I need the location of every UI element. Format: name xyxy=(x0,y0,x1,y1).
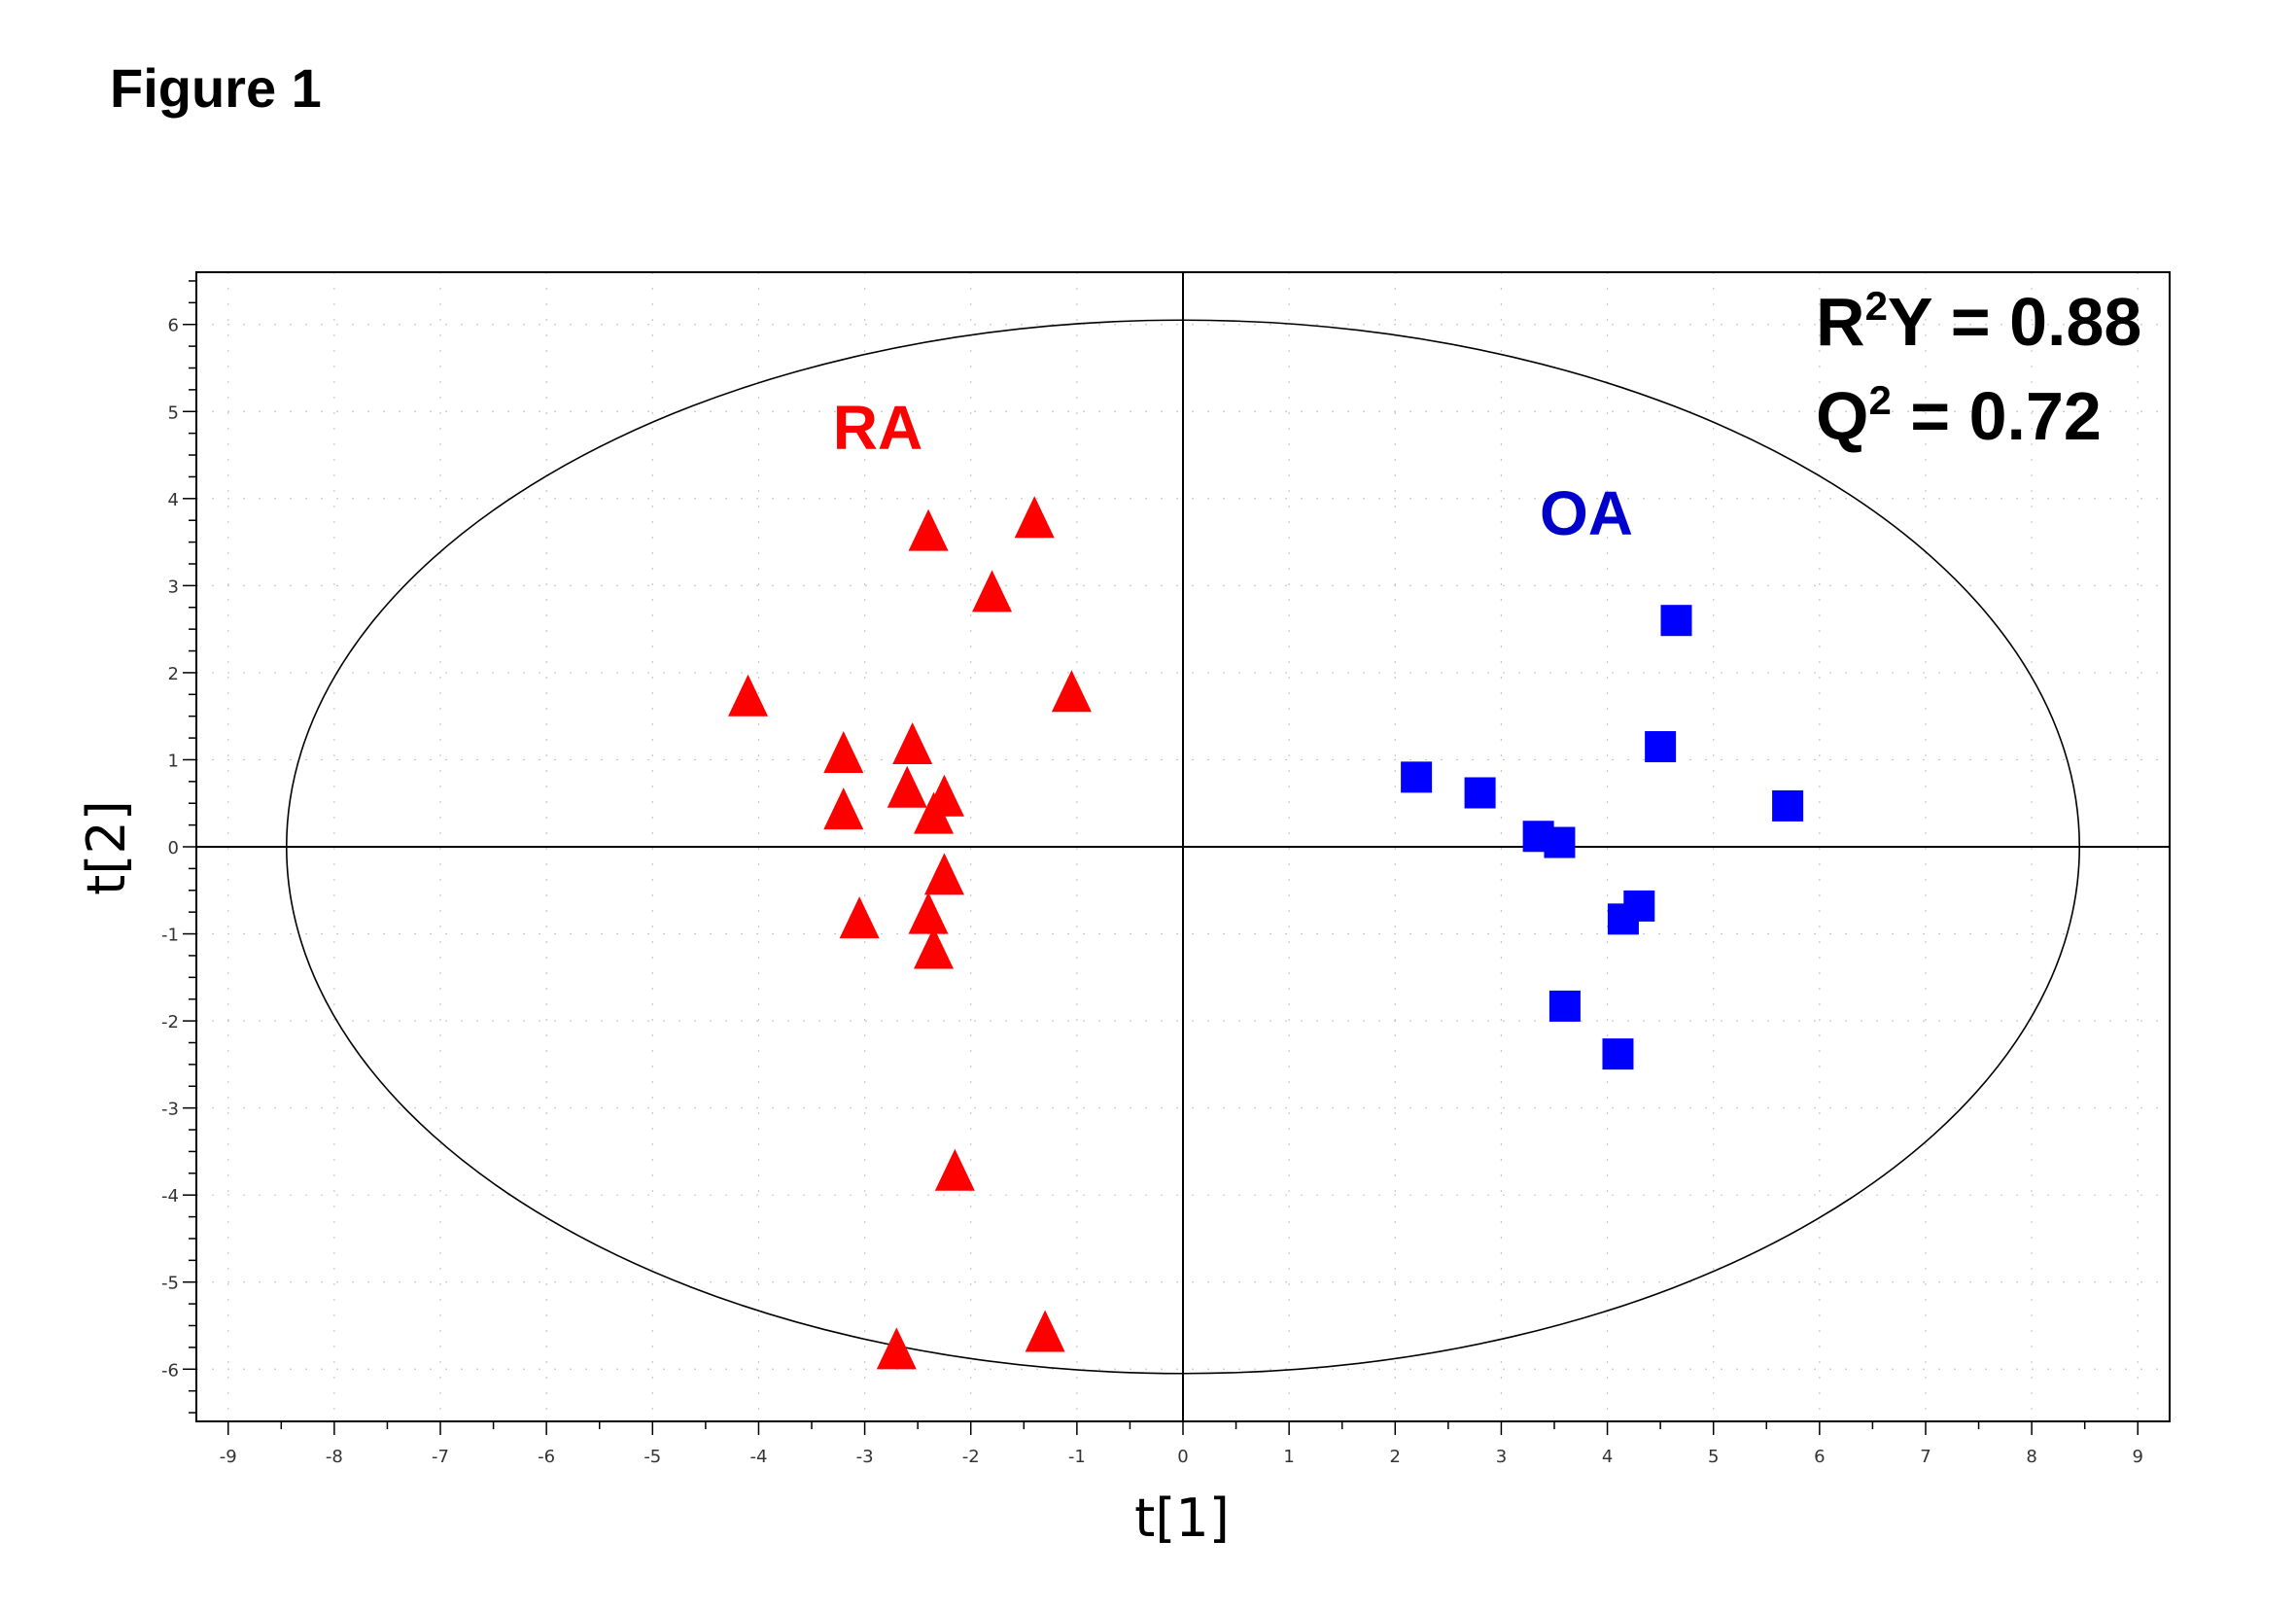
y-tick-label: -3 xyxy=(161,1100,179,1120)
y-tick-label: 0 xyxy=(168,838,179,858)
x-tick-label: 5 xyxy=(1708,1447,1719,1467)
marks-layer xyxy=(728,496,1804,1370)
oa-square-marker xyxy=(1645,731,1677,763)
oa-square-marker xyxy=(1464,777,1496,809)
ra-triangle-marker xyxy=(887,765,927,808)
series-label-ra: RA xyxy=(833,393,922,463)
ra-triangle-marker xyxy=(923,853,964,895)
oa-square-marker xyxy=(1401,761,1433,793)
axis-layer: -9 -8 -7 -6 -5 -4 -3 -2 -1 0 1 2 3 4 5 6 7 8 9 6 5 4 3 2 1 0 -1 -2 -… xyxy=(161,271,2171,1467)
y-tick-label: -5 xyxy=(161,1274,179,1294)
x-tick-label: -3 xyxy=(856,1447,874,1467)
x-tick-label: 1 xyxy=(1283,1447,1294,1467)
oa-square-marker xyxy=(1548,990,1581,1022)
y-tick-label: 2 xyxy=(168,664,179,684)
text-layer: t[1] t[2] RA OA R2Y = 0.88 Q2 = 0.72 xyxy=(76,283,2141,1549)
x-tick-label: -7 xyxy=(432,1447,449,1467)
ra-triangle-marker xyxy=(1051,670,1092,713)
ra-triangle-marker xyxy=(892,722,933,765)
x-tick-label: -8 xyxy=(326,1447,343,1467)
x-tick-label: -5 xyxy=(644,1447,661,1467)
ellipse-layer xyxy=(285,319,2081,1375)
x-tick-label: -6 xyxy=(538,1447,555,1467)
y-tick-label: -6 xyxy=(161,1360,179,1381)
y-axis-title: t[2] xyxy=(76,800,137,895)
x-tick-label: 6 xyxy=(1814,1447,1825,1467)
x-tick-label: 8 xyxy=(2026,1447,2036,1467)
r2y-annotation: R2Y = 0.88 xyxy=(1816,283,2141,360)
y-tick-label: -4 xyxy=(161,1186,179,1207)
ra-triangle-marker xyxy=(823,788,864,830)
ra-triangle-marker xyxy=(728,674,769,717)
y-tick-label: 4 xyxy=(168,490,179,510)
oa-square-marker xyxy=(1660,605,1692,637)
x-tick-label: -2 xyxy=(962,1447,980,1467)
oa-square-marker xyxy=(1544,826,1576,858)
oa-square-marker xyxy=(1607,903,1639,935)
x-tick-label: 7 xyxy=(1920,1447,1931,1467)
ra-triangle-marker xyxy=(972,570,1013,612)
ra-triangle-marker xyxy=(876,1327,917,1370)
x-tick-label: -9 xyxy=(220,1447,237,1467)
ra-triangle-marker xyxy=(1025,1310,1065,1352)
hotelling-ellipse xyxy=(285,319,2081,1375)
y-tick-label: -2 xyxy=(161,1012,179,1032)
y-tick-label: 3 xyxy=(168,577,179,597)
ra-triangle-marker xyxy=(914,927,955,969)
x-tick-label: 3 xyxy=(1496,1447,1507,1467)
x-tick-label: -4 xyxy=(749,1447,767,1467)
figure-label: Figure 1 xyxy=(110,57,322,119)
series-label-oa: OA xyxy=(1540,478,1633,548)
oa-square-marker xyxy=(1772,789,1804,822)
y-tick-label: 6 xyxy=(168,316,179,336)
x-tick-label: 0 xyxy=(1177,1447,1188,1467)
ra-triangle-marker xyxy=(839,896,880,939)
ra-triangle-marker xyxy=(908,892,949,934)
oa-square-marker xyxy=(1602,1038,1634,1070)
x-tick-label: 2 xyxy=(1390,1447,1401,1467)
y-tick-label: -1 xyxy=(161,926,179,946)
x-tick-label: -1 xyxy=(1068,1447,1086,1467)
ra-triangle-marker xyxy=(908,508,949,551)
ra-triangle-marker xyxy=(1014,496,1055,539)
ra-triangle-marker xyxy=(823,730,864,773)
q2-annotation: Q2 = 0.72 xyxy=(1816,377,2102,454)
ra-triangle-marker xyxy=(914,791,955,834)
y-tick-label: 1 xyxy=(168,751,179,771)
ra-triangle-marker xyxy=(934,1148,975,1191)
x-axis-title: t[1] xyxy=(1134,1488,1230,1549)
x-tick-label: 4 xyxy=(1602,1447,1613,1467)
x-tick-label: 9 xyxy=(2133,1447,2143,1467)
y-tick-label: 5 xyxy=(168,402,179,423)
